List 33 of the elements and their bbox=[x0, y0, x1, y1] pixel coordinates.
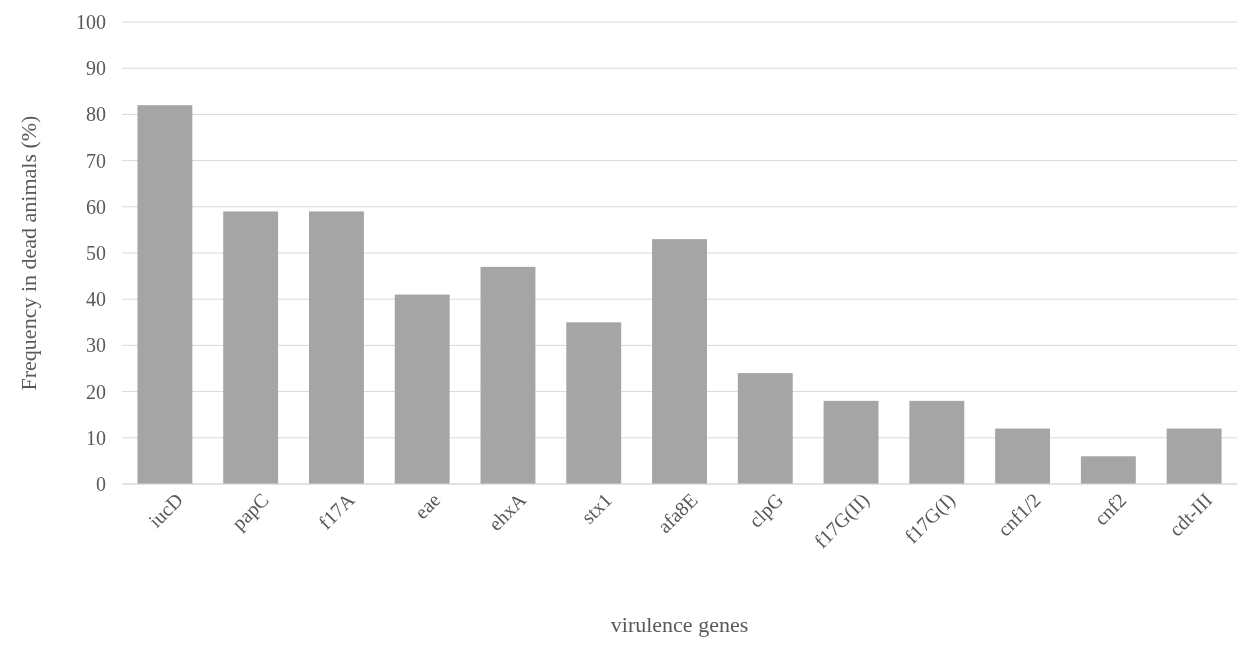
bar bbox=[137, 105, 193, 484]
x-tick-label: f17A bbox=[313, 488, 359, 534]
bar bbox=[308, 211, 364, 484]
y-tick-label: 20 bbox=[86, 380, 106, 403]
y-tick-label: 10 bbox=[86, 426, 106, 449]
y-tick-label: 30 bbox=[86, 334, 106, 357]
y-axis-title: Frequency in dead animals (%) bbox=[16, 115, 41, 391]
y-tick-label: 100 bbox=[76, 10, 106, 33]
bar bbox=[566, 322, 622, 484]
x-axis-title: virulence genes bbox=[610, 612, 749, 637]
x-tick-label: eae bbox=[409, 488, 445, 523]
bar bbox=[823, 400, 879, 484]
y-tick-label: 50 bbox=[86, 241, 106, 264]
x-tick-label: clpG bbox=[744, 488, 789, 533]
bar bbox=[1080, 456, 1136, 484]
bar bbox=[995, 428, 1051, 484]
bar bbox=[1166, 428, 1222, 484]
x-tick-label: ehxA bbox=[483, 488, 531, 535]
x-tick-label: cnf2 bbox=[1089, 488, 1131, 530]
y-tick-label: 0 bbox=[96, 472, 106, 495]
bar bbox=[394, 294, 450, 484]
bar bbox=[909, 400, 965, 484]
x-tick-label: stx1 bbox=[576, 488, 616, 528]
x-tick-label: iucD bbox=[143, 488, 188, 532]
bar bbox=[652, 239, 707, 484]
y-tick-label: 60 bbox=[86, 195, 106, 218]
y-tick-label: 40 bbox=[86, 288, 106, 311]
y-tick-label: 80 bbox=[86, 103, 106, 126]
y-tick-label: 90 bbox=[86, 57, 106, 80]
bar bbox=[223, 211, 279, 484]
bar bbox=[737, 373, 793, 484]
bar bbox=[480, 266, 536, 484]
y-tick-label: 70 bbox=[86, 149, 106, 172]
